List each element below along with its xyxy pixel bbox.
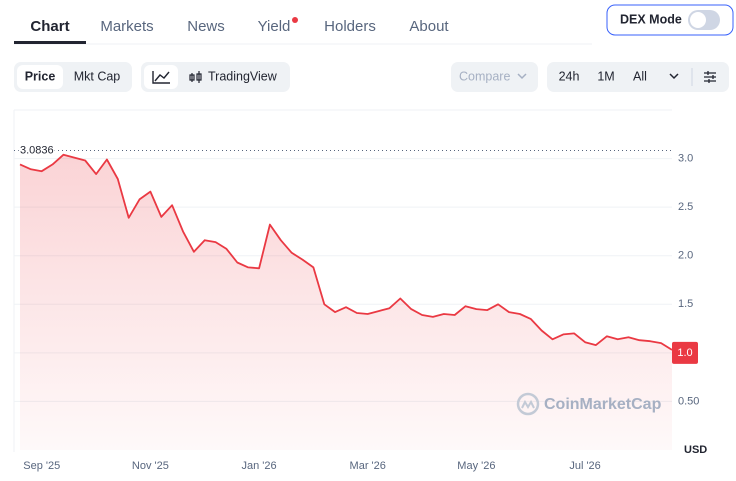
- last-price-tag: [672, 341, 698, 364]
- line-icon: [152, 71, 170, 84]
- candle-icon: [189, 71, 202, 83]
- price-label: Price: [25, 69, 56, 83]
- tab[interactable]: Chart: [30, 18, 69, 35]
- x-tick-label: Sep '25: [23, 460, 60, 472]
- tab[interactable]: News: [187, 18, 225, 35]
- y-tick-label: 2.0: [678, 250, 693, 262]
- y-tick-label: 3.0: [678, 152, 693, 164]
- tab[interactable]: Holders: [324, 18, 376, 35]
- tab[interactable]: About: [409, 18, 449, 35]
- x-tick-label: Mar '26: [350, 460, 386, 472]
- tab[interactable]: Markets: [100, 18, 153, 35]
- watermark-logo: [516, 392, 540, 416]
- x-tick-label: May '26: [457, 460, 495, 472]
- compare-button[interactable]: [451, 62, 538, 92]
- last-price-label: 1.0: [677, 347, 692, 359]
- max-label: 3.0836: [20, 144, 54, 156]
- compare-label: Compare: [459, 69, 510, 83]
- price-line: [19, 153, 673, 351]
- notification-dot: [292, 17, 298, 23]
- mkt-cap-button[interactable]: Mkt Cap: [74, 69, 121, 83]
- range-group: [547, 62, 729, 92]
- x-tick-label: Nov '25: [132, 460, 169, 472]
- watermark-logo: [521, 399, 535, 409]
- price-area: [20, 154, 672, 450]
- x-tick-label: Jul '26: [569, 460, 600, 472]
- currency-label: USD: [684, 444, 707, 456]
- chevron: [517, 73, 527, 80]
- range-button[interactable]: 24h: [559, 69, 580, 83]
- range-button[interactable]: All: [633, 69, 647, 83]
- y-tick-label: 2.5: [678, 201, 693, 213]
- tradingview-button[interactable]: TradingView: [208, 69, 278, 83]
- watermark: CoinMarketCap: [544, 396, 662, 413]
- chart-type-group: [141, 62, 290, 92]
- range-chevron[interactable]: [669, 73, 679, 80]
- price-chart: 0.50 1.0 1.5 2.0 2.5 3.0 Sep '25 Nov '25 Jan '26…: [14, 143, 699, 472]
- dex-mode-label: DEX Mode: [620, 12, 682, 26]
- toggle-knob: [690, 12, 706, 28]
- line-chart-button[interactable]: [144, 65, 178, 89]
- y-tick-label: 0.50: [678, 395, 699, 407]
- settings-icon[interactable]: [704, 71, 716, 83]
- x-tick-label: Jan '26: [241, 460, 276, 472]
- price-button[interactable]: [17, 65, 63, 89]
- y-tick-label: 1.5: [678, 298, 693, 310]
- range-button[interactable]: 1M: [597, 69, 614, 83]
- active-tab-underline: [14, 41, 86, 44]
- tab[interactable]: Yield: [258, 18, 291, 35]
